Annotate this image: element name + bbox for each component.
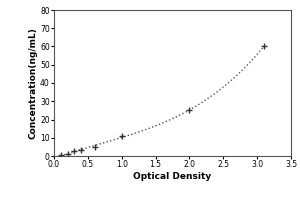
Y-axis label: Concentration(ng/mL): Concentration(ng/mL) — [28, 27, 37, 139]
X-axis label: Optical Density: Optical Density — [134, 172, 212, 181]
